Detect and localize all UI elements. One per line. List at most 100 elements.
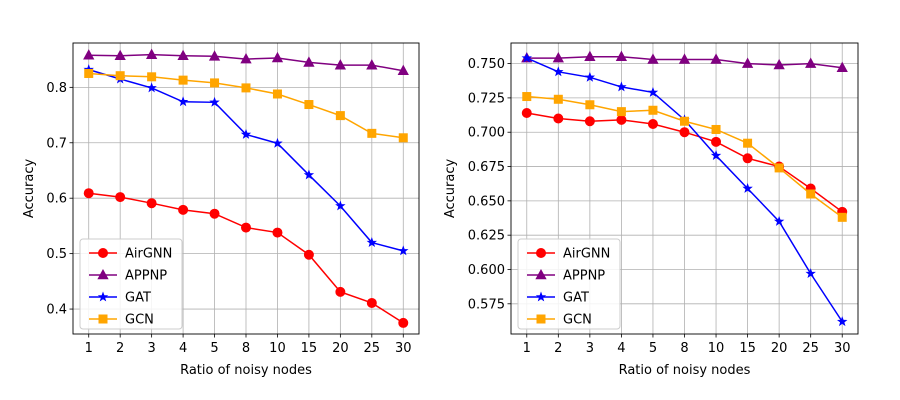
data-point <box>584 71 596 82</box>
legend: AirGNN APPNP GAT GCN <box>79 238 183 330</box>
x-tick-label: 25 <box>802 341 819 356</box>
y-tick-label: 0.5 <box>46 247 67 262</box>
grid-lines <box>73 43 419 334</box>
plot-frame <box>72 42 420 335</box>
data-point <box>616 107 626 117</box>
data-point <box>272 137 283 148</box>
data-point <box>553 94 563 104</box>
data-point <box>115 192 126 203</box>
legend-item: APPNP <box>527 269 605 284</box>
legend-label: GCN <box>125 313 154 328</box>
data-point <box>83 188 94 199</box>
grid-lines <box>511 43 858 334</box>
data-point <box>84 68 94 78</box>
data-point <box>521 52 532 63</box>
x-tick-label: 1 <box>85 341 93 356</box>
y-tick-label: 0.575 <box>468 297 505 312</box>
data-point <box>805 57 817 68</box>
x-axis-label: Ratio of noisy nodes <box>180 363 312 378</box>
x-tick-label: 20 <box>771 341 788 356</box>
chart-2: 1 2 3 4 5 8 10 15 20 25 30 0.575 0.600 0.625 0.650 0.67… <box>443 42 859 378</box>
legend-box <box>517 238 621 330</box>
y-tick-label: 0.7 <box>46 136 67 151</box>
x-tick-label: 2 <box>554 341 562 356</box>
data-point <box>678 53 691 64</box>
data-point <box>334 59 347 70</box>
data-point <box>178 204 189 215</box>
x-tick-label: 15 <box>301 341 318 356</box>
x-tick-label: 5 <box>649 341 657 356</box>
data-point <box>742 153 753 164</box>
data-point <box>398 317 409 328</box>
data-point <box>240 53 252 64</box>
data-point <box>335 111 345 121</box>
data-point <box>680 116 689 126</box>
data-point <box>398 245 409 256</box>
x-tick-label: 15 <box>739 341 756 356</box>
data-point <box>647 86 659 97</box>
legend-marker <box>536 248 546 258</box>
x-tick-label: 30 <box>834 341 851 356</box>
data-point <box>773 58 785 70</box>
data-point <box>145 48 158 59</box>
data-point <box>115 71 125 81</box>
data-point <box>366 59 378 70</box>
data-point <box>647 53 659 64</box>
data-point <box>742 183 753 193</box>
legend-label: APPNP <box>125 269 167 284</box>
legend-item: AirGNN <box>89 247 172 262</box>
x-tick-label: 4 <box>179 341 187 356</box>
data-point <box>679 127 690 138</box>
x-tick-label: 25 <box>364 341 381 356</box>
x-tick-label: 30 <box>395 341 412 356</box>
data-point <box>710 150 722 160</box>
legend-label: GCN <box>563 313 592 328</box>
series-airgnn <box>83 188 409 328</box>
data-point <box>83 49 95 60</box>
data-point <box>615 50 628 62</box>
x-tick-label: 4 <box>617 341 625 356</box>
data-point <box>335 286 346 297</box>
x-axis-label: Ratio of noisy nodes <box>619 363 751 378</box>
legend-label: AirGNN <box>125 247 172 262</box>
data-point <box>398 133 408 143</box>
data-point <box>178 75 188 85</box>
data-point <box>209 208 220 219</box>
x-tick-label: 8 <box>680 341 688 356</box>
data-point <box>837 212 847 222</box>
data-point <box>806 189 816 199</box>
data-point <box>773 215 785 226</box>
legend-label: GAT <box>125 291 151 306</box>
data-point <box>553 113 564 124</box>
y-tick-label: 0.8 <box>46 81 67 96</box>
y-tick-label: 0.750 <box>468 57 505 72</box>
data-point <box>147 72 157 82</box>
data-point <box>146 82 157 93</box>
data-point <box>367 128 377 138</box>
legend-marker <box>98 248 108 258</box>
x-tick-label: 3 <box>586 341 594 356</box>
data-point <box>837 316 848 327</box>
data-point <box>743 138 753 148</box>
data-point <box>774 163 784 173</box>
data-point <box>303 56 315 67</box>
legend-label: GAT <box>563 291 589 306</box>
data-point <box>522 92 532 102</box>
data-point <box>616 81 627 92</box>
y-tick-label: 0.650 <box>468 194 505 209</box>
legend-item: APPNP <box>89 269 167 284</box>
legend-label: APPNP <box>563 269 605 284</box>
data-point <box>210 78 220 88</box>
data-point <box>366 237 378 247</box>
legend-marker <box>536 314 546 324</box>
x-tick-label: 2 <box>116 341 124 356</box>
data-point <box>647 118 658 129</box>
data-point <box>711 124 721 134</box>
legend: AirGNN APPNP GAT GCN <box>517 238 621 330</box>
data-point <box>335 200 346 211</box>
legend-box <box>79 238 183 330</box>
y-axis-label: Accuracy <box>22 159 37 219</box>
data-point <box>397 64 409 76</box>
data-point <box>241 222 251 233</box>
